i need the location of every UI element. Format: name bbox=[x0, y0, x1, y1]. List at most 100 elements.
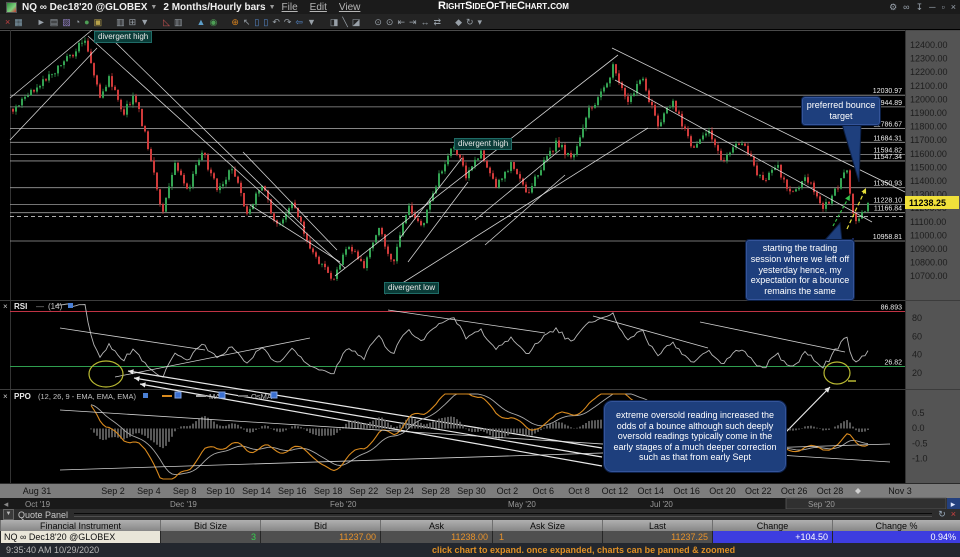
oversold-circle-right bbox=[823, 361, 851, 385]
svg-text:OsMA: OsMA bbox=[251, 392, 272, 401]
zoom-out-icon[interactable]: ⊙ bbox=[385, 16, 394, 27]
svg-text:Oct 6: Oct 6 bbox=[532, 486, 554, 496]
svg-text:12100.00: 12100.00 bbox=[910, 81, 948, 91]
undo-icon[interactable]: ↶ bbox=[272, 16, 280, 27]
svg-text:Oct 22: Oct 22 bbox=[745, 486, 772, 496]
quote-cell-bid: 11237.00 bbox=[260, 531, 380, 543]
ppo-legend-checkbox[interactable] bbox=[174, 391, 182, 399]
svg-text:Sep '20: Sep '20 bbox=[808, 500, 835, 509]
svg-text:Oct 8: Oct 8 bbox=[568, 486, 590, 496]
symbol-title[interactable]: NQ ∞ Dec18'20 @GLOBEX bbox=[22, 1, 148, 13]
layout-icon[interactable]: ▥ bbox=[116, 16, 125, 27]
close-icon[interactable]: × bbox=[950, 2, 956, 12]
svg-text:Aug 31: Aug 31 bbox=[23, 486, 52, 496]
quote-col-ask: Ask bbox=[380, 520, 492, 531]
bars-icon[interactable]: ▥ bbox=[174, 16, 183, 27]
grid-icon[interactable]: ▦ bbox=[14, 16, 23, 27]
svg-text:11684.31: 11684.31 bbox=[873, 135, 902, 142]
panel-left-icon[interactable]: ▯ bbox=[254, 16, 260, 27]
filter-icon[interactable]: ▼ bbox=[306, 16, 316, 27]
quote-cell-ask: 11238.00 bbox=[380, 531, 492, 543]
target-icon[interactable]: ⊕ bbox=[231, 16, 239, 27]
more-tools-icon[interactable]: ▾ bbox=[477, 16, 483, 27]
quote-col-bid-size: Bid Size bbox=[160, 520, 260, 531]
quote-refresh-icon[interactable]: ↻ bbox=[938, 509, 946, 519]
notes-icon[interactable]: ▣ bbox=[93, 16, 103, 27]
chart-style-icon[interactable]: ◨ bbox=[329, 16, 339, 27]
trendline-icon[interactable]: ╲ bbox=[342, 16, 348, 27]
ppo-legend-checkbox[interactable] bbox=[270, 391, 278, 399]
svg-text:10900.00: 10900.00 bbox=[910, 244, 948, 254]
svg-text:MA: MA bbox=[209, 392, 220, 401]
svg-text:RSI: RSI bbox=[14, 302, 27, 311]
ppo-legend-checkbox[interactable] bbox=[218, 391, 226, 399]
timeline-scrollbar[interactable]: Oct '19 Dec '19 Feb '20 May '20 Jul '20 Sep '… bbox=[4, 497, 960, 510]
back-icon[interactable]: ⇦ bbox=[295, 16, 303, 27]
svg-text:Oct '19: Oct '19 bbox=[25, 500, 51, 509]
menu-view[interactable]: View bbox=[338, 1, 361, 13]
sphere-icon[interactable]: ● bbox=[84, 16, 90, 27]
refresh-icon[interactable]: ↻ bbox=[466, 16, 474, 27]
svg-text:11350.93: 11350.93 bbox=[873, 181, 902, 188]
divergent-high-label-1: divergent high bbox=[94, 31, 153, 43]
quote-panel-titlebar: ▼ Quote Panel ↻ × bbox=[0, 509, 960, 520]
globe-icon[interactable]: ◉ bbox=[209, 16, 218, 27]
pin-icon[interactable]: ↧ bbox=[915, 1, 924, 12]
svg-text:12300.00: 12300.00 bbox=[910, 54, 948, 64]
quote-cell-change: +104.50 bbox=[712, 531, 832, 543]
panel-right-icon[interactable]: ▯ bbox=[263, 16, 269, 27]
interval-dropdown-caret[interactable]: ▼ bbox=[268, 3, 276, 11]
interval-title[interactable]: 2 Months/Hourly bars bbox=[163, 1, 266, 13]
minimize-icon[interactable]: ─ bbox=[929, 2, 936, 12]
style-dropdown-icon[interactable]: ▼ bbox=[140, 16, 150, 27]
quote-cell-change-pct: 0.94% bbox=[832, 531, 960, 543]
svg-text:10800.00: 10800.00 bbox=[910, 258, 948, 268]
quote-cell-last: 11237.25 bbox=[602, 531, 712, 543]
svg-text:12400.00: 12400.00 bbox=[910, 40, 948, 50]
menu-edit[interactable]: Edit bbox=[309, 1, 327, 13]
svg-text:11228.10: 11228.10 bbox=[873, 197, 902, 204]
swap-icon[interactable]: ⇄ bbox=[433, 16, 442, 27]
shapes-icon[interactable]: ◆ bbox=[455, 16, 462, 27]
quote-panel-data-row[interactable]: NQ ∞ Dec18'20 @GLOBEX 3 11237.00 11238.00 1 1… bbox=[0, 531, 960, 543]
svg-text:11238.25: 11238.25 bbox=[909, 198, 946, 208]
rsi-close-icon[interactable]: × bbox=[3, 302, 8, 311]
timeline-right-arrow[interactable]: ▸ bbox=[951, 499, 956, 509]
app-icon bbox=[6, 1, 17, 13]
pointer-icon[interactable]: ► bbox=[36, 16, 46, 27]
redo-icon[interactable]: ↷ bbox=[283, 16, 292, 27]
menu-file[interactable]: File bbox=[281, 1, 298, 13]
close-workspace-icon[interactable]: × bbox=[5, 16, 11, 27]
divergent-high-label-2: divergent high bbox=[454, 138, 513, 150]
zoom-in-icon[interactable]: ⊙ bbox=[374, 16, 382, 27]
settings-gear-icon[interactable]: ⚙ bbox=[889, 1, 898, 12]
pencil-icon[interactable]: ◺ bbox=[163, 16, 171, 27]
pattern-icon[interactable]: ◪ bbox=[351, 16, 361, 27]
timeline-left-arrow[interactable]: ◂ bbox=[4, 499, 9, 509]
svg-text:11594.82: 11594.82 bbox=[873, 148, 902, 155]
restore-icon[interactable]: ▫ bbox=[941, 2, 945, 12]
pie-icon[interactable]: ◔ bbox=[74, 16, 81, 27]
brush-icon[interactable]: ▨ bbox=[62, 16, 71, 27]
svg-text:0.0: 0.0 bbox=[912, 423, 925, 433]
table-icon[interactable]: ▤ bbox=[49, 16, 59, 27]
quote-close-icon[interactable]: × bbox=[950, 509, 956, 519]
cursor-icon[interactable]: ↖ bbox=[242, 16, 251, 27]
svg-text:Sep 22: Sep 22 bbox=[350, 486, 379, 496]
grid-add-icon[interactable]: ⊞ bbox=[128, 16, 137, 27]
quote-panel-collapse-button[interactable]: ▼ bbox=[3, 509, 14, 520]
svg-text:11944.89: 11944.89 bbox=[873, 100, 902, 107]
expand-h-icon[interactable]: ↔ bbox=[420, 16, 430, 27]
svg-text:26.82: 26.82 bbox=[884, 360, 902, 367]
scroll-right-icon[interactable]: ⇥ bbox=[408, 16, 417, 27]
svg-text:Oct 16: Oct 16 bbox=[673, 486, 700, 496]
scroll-left-icon[interactable]: ⇤ bbox=[397, 16, 405, 27]
ppo-close-icon[interactable]: × bbox=[3, 392, 8, 401]
titlebar: NQ ∞ Dec18'20 @GLOBEX ▼ 2 Months/Hourly … bbox=[0, 0, 960, 14]
rsi-pane: 86.893 26.82 80 60 40 20 bbox=[10, 303, 922, 467]
svg-text:11166.84: 11166.84 bbox=[874, 206, 902, 213]
symbol-dropdown-caret[interactable]: ▼ bbox=[150, 3, 158, 11]
signal-icon[interactable]: ▲ bbox=[196, 16, 206, 27]
svg-text:Oct 14: Oct 14 bbox=[637, 486, 664, 496]
link-icon[interactable]: ∞ bbox=[903, 2, 910, 12]
